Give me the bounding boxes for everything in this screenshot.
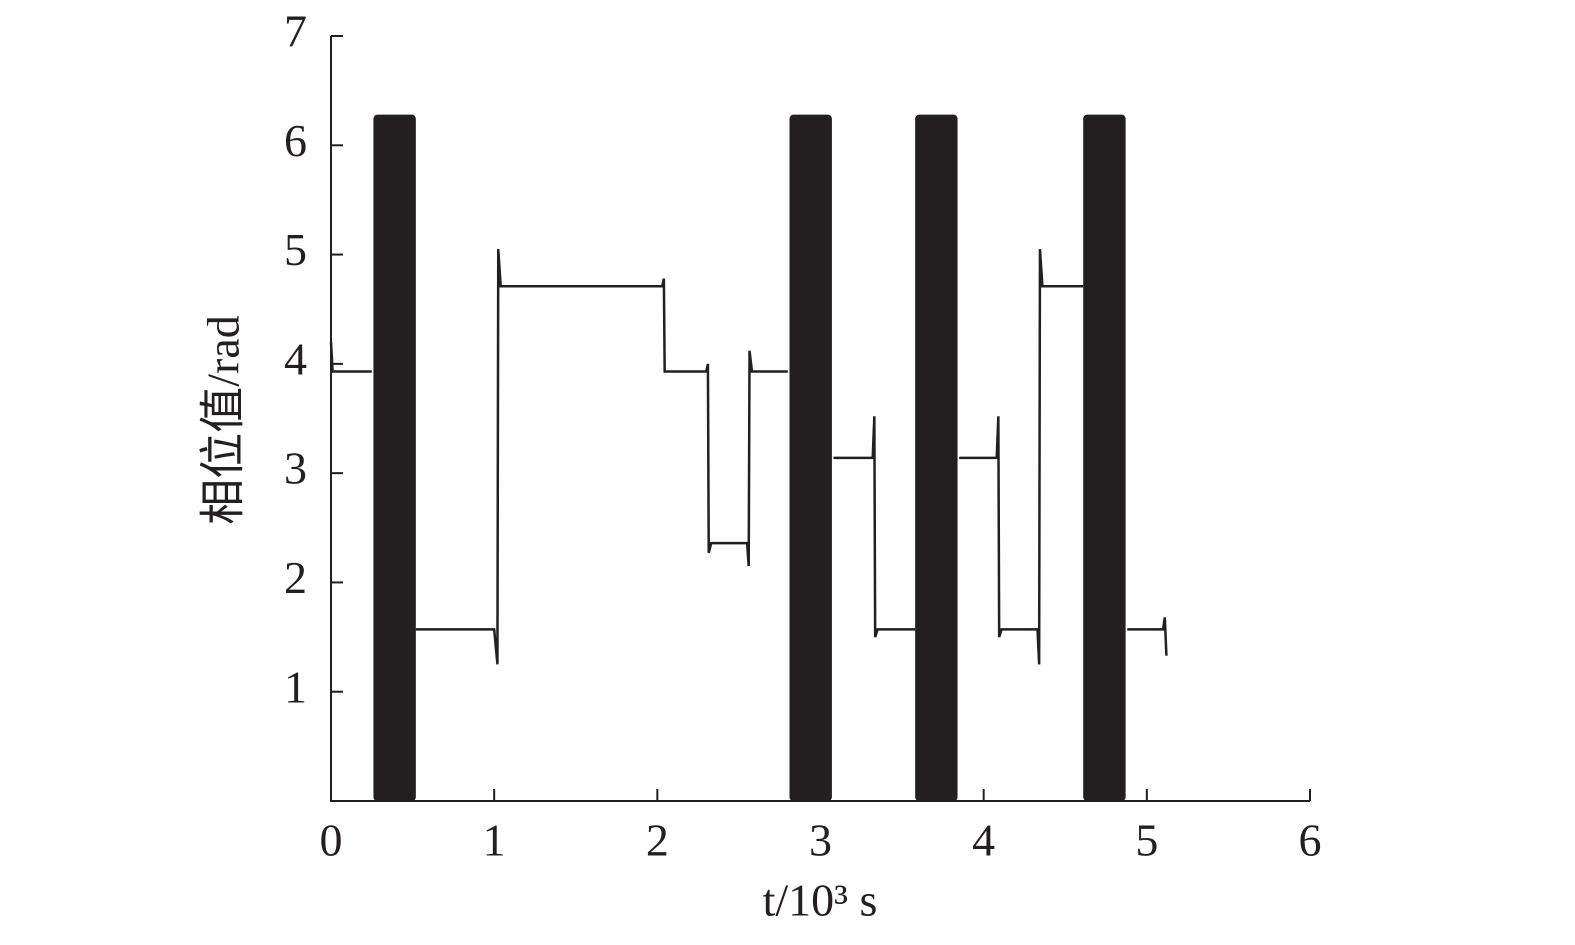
y-tick-label: 1	[284, 661, 307, 712]
y-tick-label: 5	[284, 224, 307, 275]
oscillation-band	[1083, 114, 1126, 801]
y-tick-label: 2	[284, 552, 307, 603]
x-tick-label: 3	[809, 815, 832, 866]
x-tick-label: 1	[483, 815, 506, 866]
y-axis-label: 相位值/rad	[198, 315, 249, 525]
x-tick-label: 5	[1135, 815, 1158, 866]
phase-line	[329, 249, 1168, 665]
x-tick-label: 0	[320, 815, 343, 866]
x-axis-label: t/10³ s	[763, 875, 878, 926]
oscillation-band	[373, 114, 416, 801]
y-tick-label: 7	[284, 6, 307, 57]
y-tick-label: 6	[284, 115, 307, 166]
y-tick-label: 3	[284, 443, 307, 494]
y-tick-label: 4	[284, 333, 307, 384]
oscillation-band	[789, 114, 832, 801]
x-tick-label: 2	[646, 815, 669, 866]
oscillation-band	[915, 114, 958, 801]
x-tick-label: 4	[972, 815, 995, 866]
x-tick-label: 6	[1299, 815, 1322, 866]
